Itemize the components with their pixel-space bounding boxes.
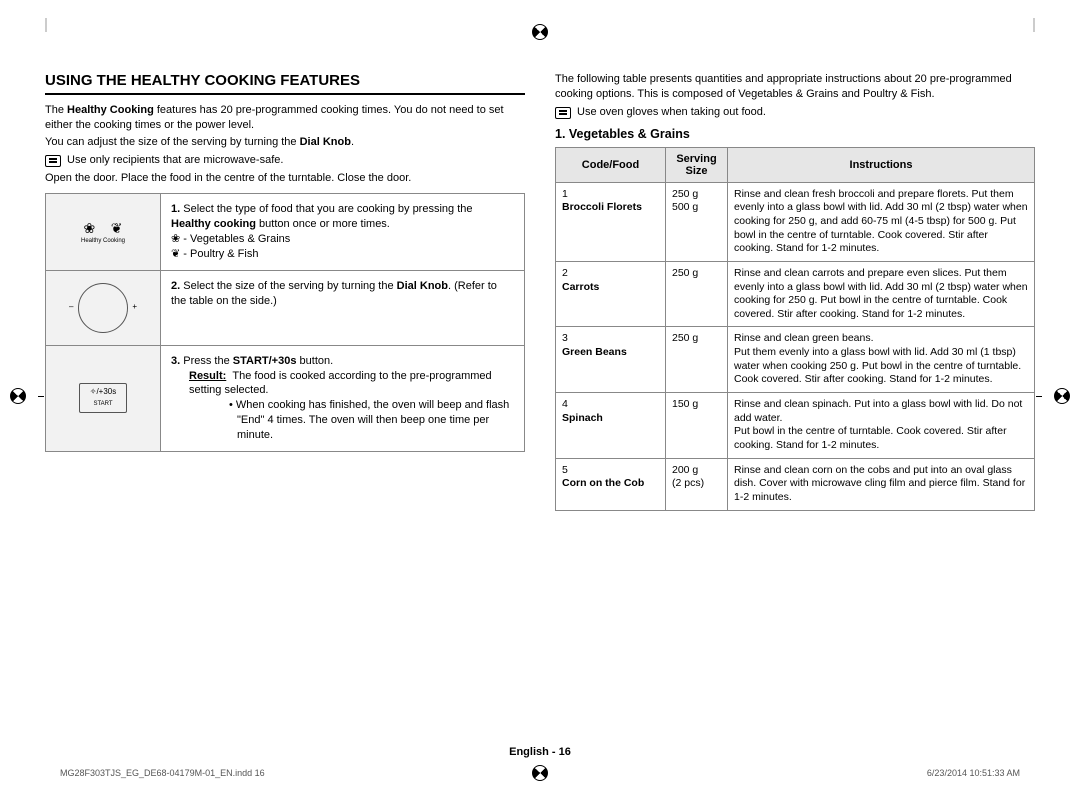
note-icon [45,155,61,167]
food-table: Code/Food Serving Size Instructions 1Bro… [555,147,1035,511]
col-code: Code/Food [556,147,666,182]
table-row: 3Green Beans250 gRinse and clean green b… [556,327,1035,393]
step1-illustration: ❀ ❦ Healthy Cooking [46,194,161,270]
table-row: 4Spinach150 gRinse and clean spinach. Pu… [556,393,1035,459]
registration-mark-top [532,24,548,40]
note-text: Use oven gloves when taking out food. [577,106,766,118]
section-title: USING THE HEALTHY COOKING FEATURES [45,72,525,95]
table-row: 1Broccoli Florets250 g500 gRinse and cle… [556,182,1035,261]
table-row: 5Corn on the Cob200 g(2 pcs)Rinse and cl… [556,458,1035,510]
crop-mark-left [38,396,44,397]
left-column: USING THE HEALTHY COOKING FEATURES The H… [45,72,525,511]
right-intro: The following table presents quantities … [555,72,1035,102]
step3-illustration: ✧/+30sSTART [46,345,161,451]
col-instr: Instructions [728,147,1035,182]
steps-table: ❀ ❦ Healthy Cooking 1. Select the type o… [45,193,525,451]
step3-text: 3. Press the START/+30s button. Result: … [161,345,525,451]
crop-mark-right [1036,396,1042,397]
print-color-bar [45,18,1035,32]
intro-block: The Healthy Cooking features has 20 pre-… [45,103,525,185]
note-icon [555,107,571,119]
registration-mark-right [1054,388,1070,404]
footer-timestamp: 6/23/2014 10:51:33 AM [927,768,1020,778]
step2-text: 2. Select the size of the serving by tur… [161,270,525,345]
step1-text: 1. Select the type of food that you are … [161,194,525,270]
registration-mark-left [10,388,26,404]
table-row: 2Carrots250 gRinse and clean carrots and… [556,261,1035,327]
page-content: USING THE HEALTHY COOKING FEATURES The H… [45,72,1035,511]
footer-filename: MG28F303TJS_EG_DE68-04179M-01_EN.indd 16 [60,768,265,778]
right-column: The following table presents quantities … [555,72,1035,511]
note-text: Use only recipients that are microwave-s… [67,154,283,166]
step2-illustration [46,270,161,345]
col-size: Serving Size [666,147,728,182]
registration-mark-bottom [532,765,548,781]
page-number: English - 16 [0,746,1080,758]
table-heading: 1. Vegetables & Grains [555,127,1035,141]
